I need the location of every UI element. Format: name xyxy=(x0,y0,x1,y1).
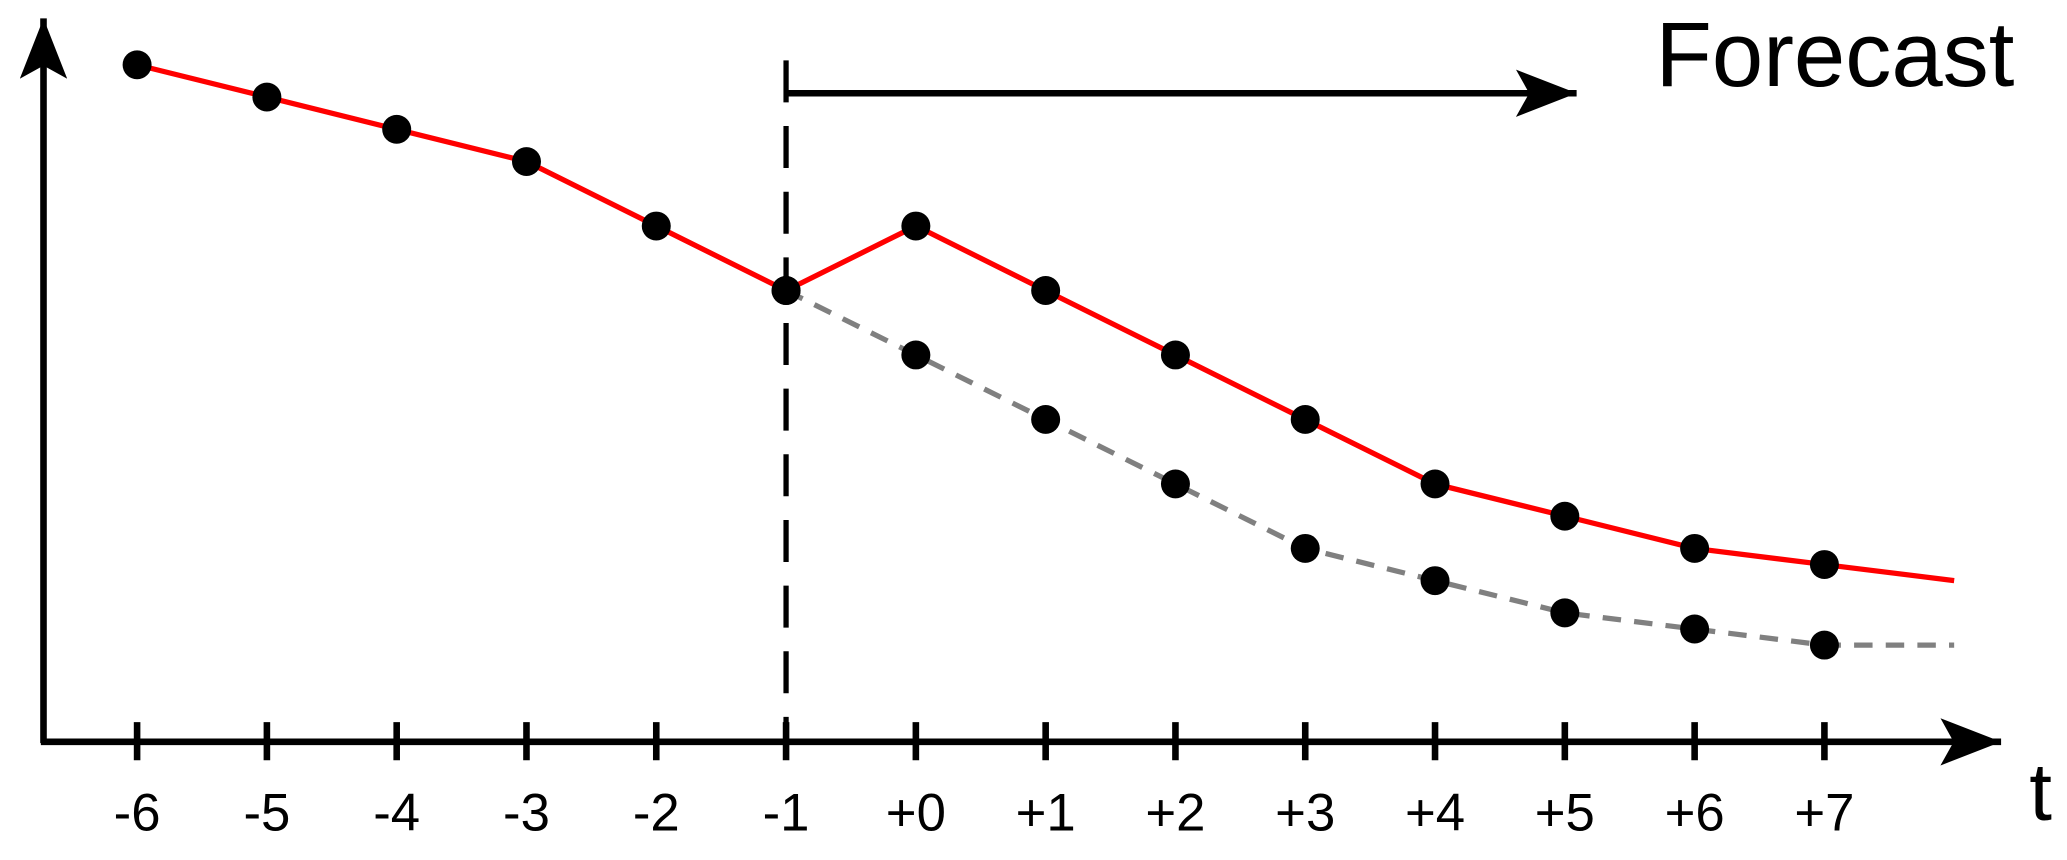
x-tick-label: -3 xyxy=(503,784,550,843)
data-point xyxy=(382,114,412,144)
data-point xyxy=(122,50,152,80)
data-point xyxy=(511,147,541,176)
x-tick-label: -1 xyxy=(763,784,810,843)
data-point xyxy=(1550,501,1580,531)
data-point xyxy=(1420,469,1450,499)
data-point xyxy=(1550,598,1580,628)
data-point xyxy=(1420,566,1450,596)
data-point xyxy=(1160,469,1190,499)
data-point xyxy=(1809,550,1839,579)
data-point xyxy=(1809,630,1839,660)
data-point xyxy=(1290,405,1320,434)
data-point xyxy=(1680,533,1710,563)
x-tick-label: +1 xyxy=(1016,784,1076,843)
forecast-label: Forecast xyxy=(1656,3,2015,106)
data-point xyxy=(1290,533,1320,563)
x-tick-label: +5 xyxy=(1535,784,1595,843)
data-point xyxy=(1031,405,1061,434)
x-tick-label: +0 xyxy=(886,784,946,843)
data-point xyxy=(1680,614,1710,644)
axes xyxy=(19,18,2002,766)
x-tick-label: +6 xyxy=(1665,784,1725,843)
data-point xyxy=(252,82,282,112)
x-tick-label: +4 xyxy=(1405,784,1465,843)
data-point xyxy=(771,276,801,305)
series-line xyxy=(784,288,1955,648)
x-tick-label: +7 xyxy=(1794,784,1854,843)
data-point xyxy=(1031,276,1061,305)
data-point xyxy=(901,211,931,241)
series-line xyxy=(136,62,1955,584)
x-tick-label: +3 xyxy=(1275,784,1335,843)
data-point xyxy=(901,340,931,370)
data-point xyxy=(1160,340,1190,370)
data-point xyxy=(641,211,671,241)
x-tick-label: -2 xyxy=(633,784,680,843)
x-tick-label: -4 xyxy=(373,784,420,843)
x-tick-label: -6 xyxy=(114,784,161,843)
x-tick-label: +2 xyxy=(1145,784,1205,843)
x-tick-label: -5 xyxy=(243,784,290,843)
x-axis-label: t xyxy=(2029,747,2052,838)
